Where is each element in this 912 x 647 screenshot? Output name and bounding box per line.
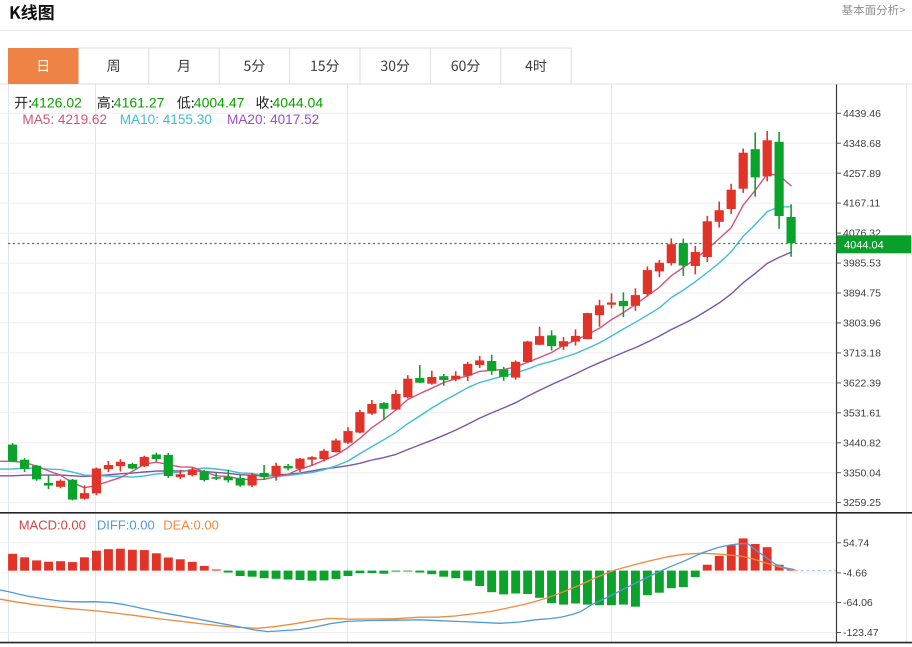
svg-text:3713.18: 3713.18 [843, 348, 881, 360]
svg-text:4126.02: 4126.02 [31, 95, 82, 111]
svg-text:MACD:0.00: MACD:0.00 [19, 517, 86, 532]
svg-text:MA5: 4219.62: MA5: 4219.62 [22, 112, 107, 127]
svg-text:3894.75: 3894.75 [843, 288, 881, 300]
svg-text:4439.46: 4439.46 [843, 108, 881, 120]
svg-text:4044.04: 4044.04 [844, 239, 884, 251]
svg-text:-123.47: -123.47 [843, 627, 879, 639]
svg-text:DIFF:0.00: DIFF:0.00 [97, 517, 155, 532]
svg-text:4161.27: 4161.27 [114, 95, 165, 111]
svg-text:DEA:0.00: DEA:0.00 [163, 517, 219, 532]
svg-text:3259.25: 3259.25 [843, 497, 881, 509]
svg-text:4044.04: 4044.04 [273, 95, 324, 111]
svg-text:MA10: 4155.30: MA10: 4155.30 [120, 112, 213, 127]
svg-text:4167.11: 4167.11 [843, 198, 880, 210]
svg-text:-64.06: -64.06 [843, 597, 873, 609]
svg-text:MA20: 4017.52: MA20: 4017.52 [227, 112, 319, 127]
svg-text:3985.53: 3985.53 [843, 258, 881, 270]
svg-text:3622.39: 3622.39 [843, 378, 881, 390]
svg-text:3803.96: 3803.96 [843, 318, 881, 330]
svg-text:4348.68: 4348.68 [843, 138, 881, 150]
svg-text:4004.47: 4004.47 [194, 95, 245, 111]
svg-text:-4.66: -4.66 [843, 568, 867, 580]
svg-text:3440.82: 3440.82 [843, 437, 881, 449]
svg-text:3350.04: 3350.04 [843, 467, 881, 479]
svg-text:4257.89: 4257.89 [843, 168, 881, 180]
svg-text:3531.61: 3531.61 [843, 407, 881, 419]
svg-text:54.74: 54.74 [843, 537, 869, 549]
